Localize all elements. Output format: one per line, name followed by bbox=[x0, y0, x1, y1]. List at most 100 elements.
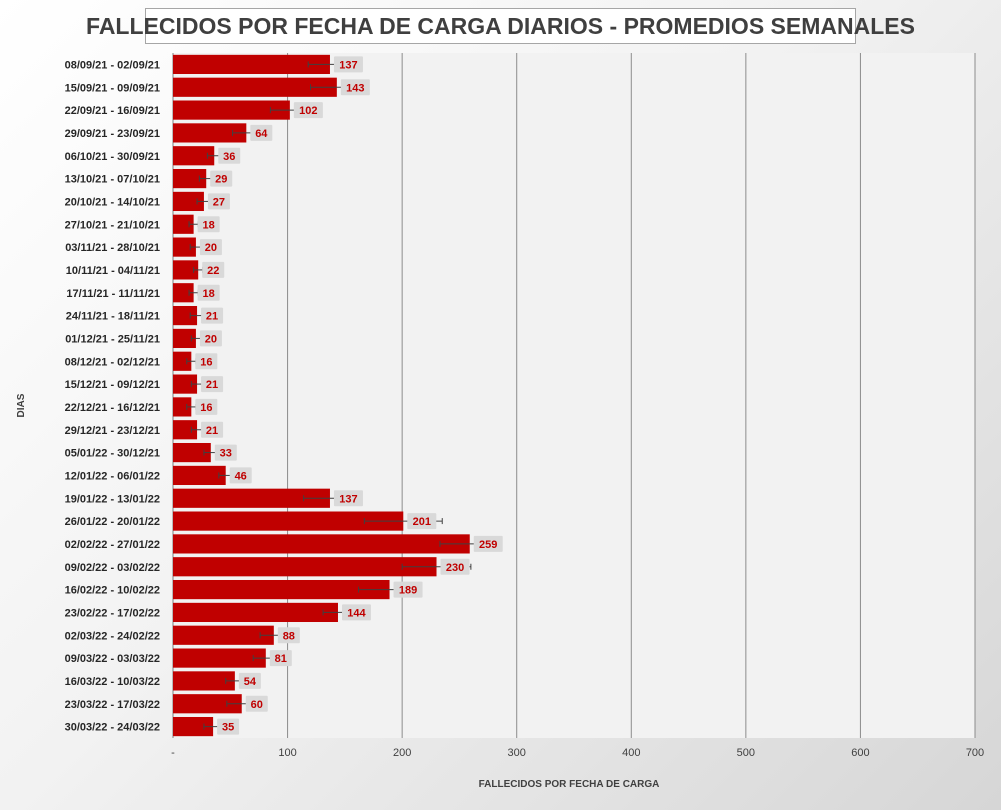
data-label-box bbox=[199, 239, 222, 256]
bar bbox=[173, 123, 247, 143]
x-tick-label: 100 bbox=[278, 747, 296, 759]
bar bbox=[173, 488, 330, 508]
x-axis-title: FALLECIDOS POR FECHA DE CARGA bbox=[479, 779, 660, 790]
category-label: 12/01/22 - 06/01/22 bbox=[65, 470, 160, 482]
bar bbox=[173, 146, 215, 166]
data-label-box bbox=[197, 216, 220, 233]
bar bbox=[173, 579, 390, 600]
data-label-box bbox=[250, 124, 273, 141]
data-label-box bbox=[293, 102, 323, 119]
data-label-box bbox=[440, 558, 470, 575]
bar bbox=[173, 465, 226, 486]
category-label: 19/01/22 - 13/01/22 bbox=[65, 493, 160, 505]
bar bbox=[173, 351, 192, 371]
category-label: 09/02/22 - 03/02/22 bbox=[65, 562, 160, 574]
bar bbox=[173, 420, 198, 440]
data-label: 102 bbox=[299, 105, 317, 117]
category-label: 29/09/21 - 23/09/21 bbox=[65, 128, 160, 140]
data-label: 81 bbox=[275, 653, 287, 665]
data-label: 33 bbox=[220, 448, 232, 460]
data-label-box bbox=[473, 535, 503, 552]
data-label: 16 bbox=[200, 402, 212, 414]
data-label: 137 bbox=[339, 493, 357, 505]
data-label: 18 bbox=[202, 219, 214, 231]
category-label: 08/12/21 - 02/12/21 bbox=[65, 356, 160, 368]
data-label: 18 bbox=[202, 288, 214, 300]
data-label-box bbox=[269, 650, 292, 667]
bar bbox=[173, 625, 274, 645]
data-label-box bbox=[201, 376, 224, 393]
data-label: 189 bbox=[399, 585, 417, 597]
bar bbox=[173, 214, 194, 234]
bar bbox=[173, 77, 337, 97]
data-label-box bbox=[197, 284, 220, 301]
category-label: 13/10/21 - 07/10/21 bbox=[65, 174, 160, 186]
category-label: 15/09/21 - 09/09/21 bbox=[65, 82, 160, 94]
category-label: 02/02/22 - 27/01/22 bbox=[65, 539, 160, 551]
data-label-box bbox=[333, 490, 363, 507]
data-label-box bbox=[229, 467, 252, 484]
x-tick-label: 700 bbox=[966, 747, 984, 759]
data-label-box bbox=[207, 193, 230, 210]
category-label: 01/12/21 - 25/11/21 bbox=[65, 333, 160, 345]
data-label-box bbox=[340, 79, 370, 96]
data-label-box bbox=[199, 330, 222, 347]
plot-area bbox=[173, 53, 975, 738]
data-label: 230 bbox=[446, 562, 464, 574]
bar bbox=[173, 305, 198, 326]
data-label: 143 bbox=[346, 82, 364, 94]
data-label: 46 bbox=[235, 470, 247, 482]
category-label: 22/12/21 - 16/12/21 bbox=[65, 402, 160, 414]
category-label: 23/02/22 - 17/02/22 bbox=[65, 607, 160, 619]
data-label: 64 bbox=[255, 128, 268, 140]
bar bbox=[173, 260, 199, 280]
bar bbox=[173, 191, 204, 212]
bar bbox=[173, 283, 194, 303]
bar bbox=[173, 100, 290, 120]
bar bbox=[173, 557, 437, 577]
data-label: 21 bbox=[206, 425, 218, 437]
category-label: 02/03/22 - 24/02/22 bbox=[65, 630, 160, 642]
data-label: 20 bbox=[205, 333, 217, 345]
bar bbox=[173, 397, 192, 417]
data-label-box bbox=[333, 56, 363, 73]
bar bbox=[173, 671, 235, 691]
x-tick-label: - bbox=[171, 747, 175, 759]
bar bbox=[173, 648, 266, 668]
x-tick-label: 600 bbox=[851, 747, 869, 759]
data-label-box bbox=[407, 513, 437, 530]
category-label: 17/11/21 - 11/11/21 bbox=[66, 288, 160, 300]
data-label-box bbox=[393, 581, 423, 598]
data-label-box bbox=[277, 627, 300, 644]
data-label-box bbox=[210, 170, 233, 187]
data-label-box bbox=[238, 672, 261, 689]
data-label: 21 bbox=[206, 311, 218, 323]
category-label: 27/10/21 - 21/10/21 bbox=[65, 219, 160, 231]
bar bbox=[173, 328, 196, 349]
data-label: 144 bbox=[347, 607, 366, 619]
bar bbox=[173, 534, 470, 554]
data-label: 88 bbox=[283, 630, 295, 642]
data-label: 22 bbox=[207, 265, 219, 277]
bar bbox=[173, 511, 404, 531]
data-label: 29 bbox=[215, 174, 227, 186]
bar bbox=[173, 716, 214, 737]
category-label: 24/11/21 - 18/11/21 bbox=[66, 311, 160, 323]
data-label-box bbox=[202, 261, 225, 278]
data-label: 21 bbox=[206, 379, 218, 391]
category-label: 05/01/22 - 30/12/21 bbox=[65, 448, 160, 460]
category-label: 22/09/21 - 16/09/21 bbox=[65, 105, 160, 117]
data-label: 27 bbox=[213, 196, 225, 208]
x-tick-label: 500 bbox=[737, 747, 755, 759]
data-label: 201 bbox=[413, 516, 431, 528]
data-label-box bbox=[217, 718, 240, 735]
category-label: 16/03/22 - 10/03/22 bbox=[65, 676, 160, 688]
data-label-box bbox=[201, 421, 224, 438]
bar bbox=[173, 442, 211, 463]
bar bbox=[173, 237, 196, 257]
category-label: 06/10/21 - 30/09/21 bbox=[65, 151, 160, 163]
data-label-box bbox=[218, 147, 241, 164]
category-label: 29/12/21 - 23/12/21 bbox=[65, 425, 160, 437]
category-label: 03/11/21 - 28/10/21 bbox=[65, 242, 160, 254]
x-tick-label: 300 bbox=[508, 747, 526, 759]
